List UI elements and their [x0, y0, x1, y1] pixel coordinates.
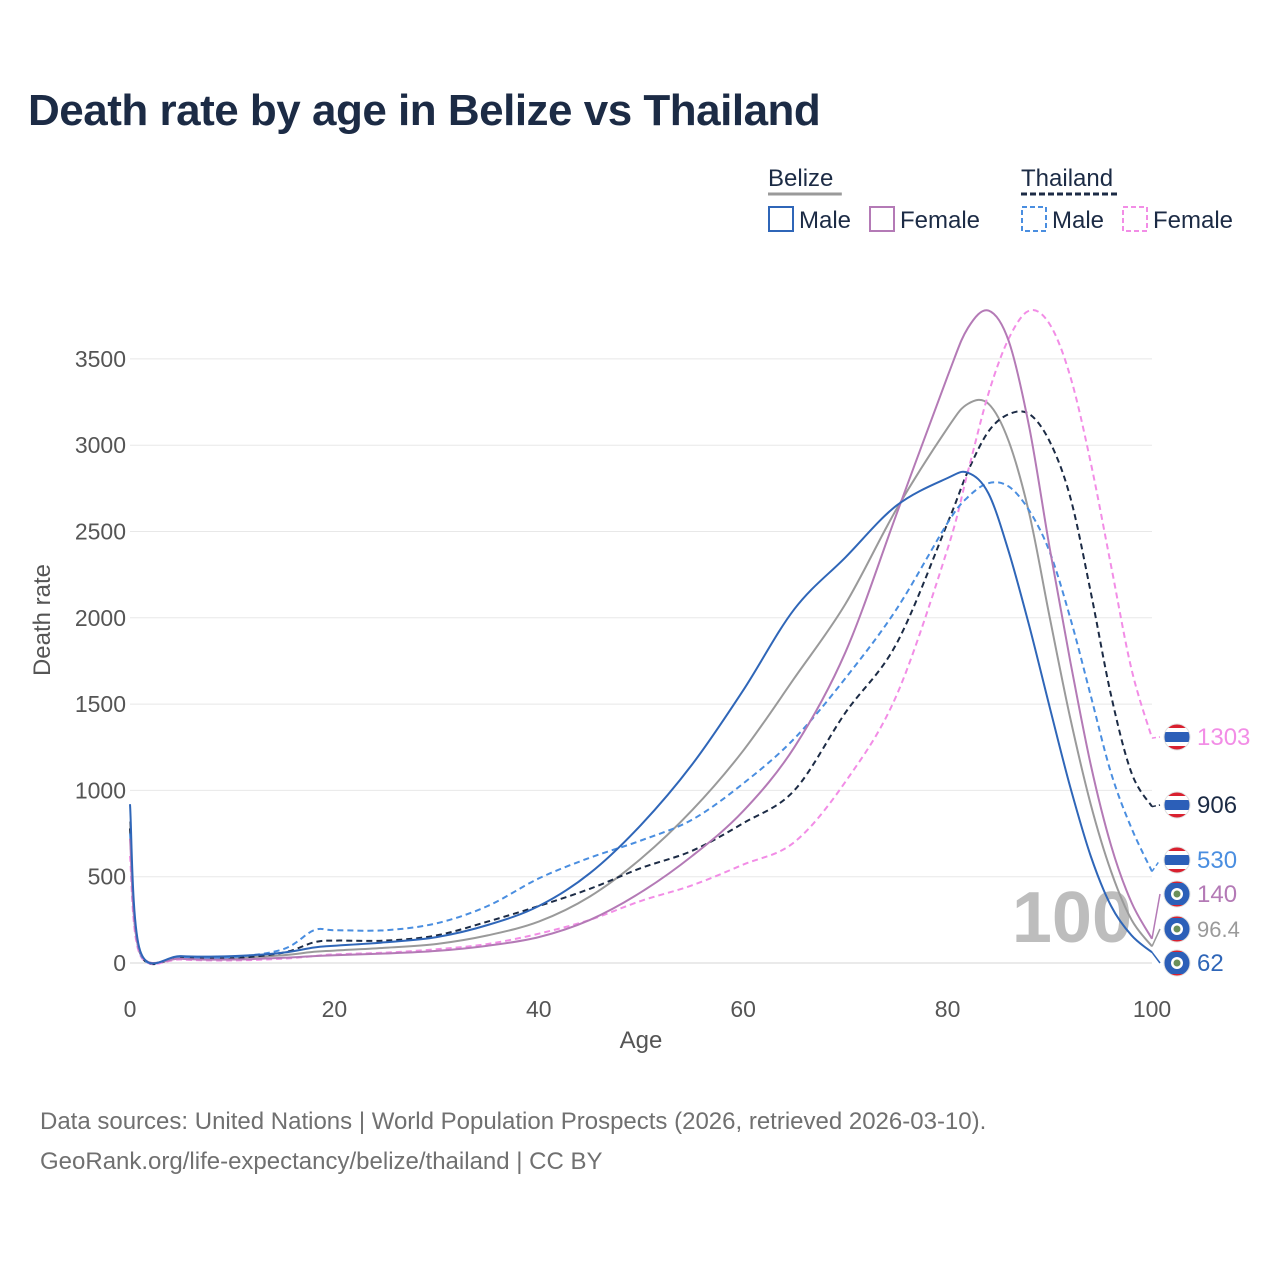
current-age-watermark: 100: [1012, 878, 1132, 958]
y-axis-label: Death rate: [29, 564, 56, 676]
x-tick-20: 20: [322, 996, 348, 1022]
x-tick-80: 80: [935, 996, 961, 1022]
belize-flag-icon: [1163, 915, 1191, 943]
line-belize-male: [129, 470, 1153, 965]
end-label-belize-male: 62: [1197, 950, 1224, 977]
x-tick-40: 40: [526, 996, 552, 1022]
legend-group-belize: Belize: [768, 165, 833, 192]
line-thailand-male: [129, 481, 1153, 965]
thailand-flag-icon: [1163, 846, 1191, 874]
series-lines: [129, 309, 1153, 966]
end-label-thailand-female: 1303: [1197, 724, 1250, 751]
line-belize-total: [129, 398, 1153, 965]
x-axis-ticks: 0 20 40 60 80 100: [124, 996, 1172, 1022]
y-tick-500: 500: [88, 864, 126, 890]
connector-thailand-female: [1151, 736, 1161, 739]
line-thailand-total: [129, 410, 1153, 966]
y-tick-1500: 1500: [75, 691, 126, 717]
y-tick-3000: 3000: [75, 432, 126, 458]
belize-flag-icon: [1163, 949, 1191, 977]
thailand-flag-icon: [1163, 791, 1191, 819]
legend-item-thailand-female[interactable]: Female: [1153, 207, 1233, 234]
chart-title: Death rate by age in Belize vs Thailand: [28, 86, 821, 135]
y-tick-2500: 2500: [75, 519, 126, 545]
x-tick-100: 100: [1133, 996, 1171, 1022]
connector-belize-male: [1151, 951, 1161, 964]
legend-group-thailand: Thailand: [1021, 165, 1113, 192]
line-chart: 0 500 1000 1500 2000 2500 3000 3500 0 20 40 60 80 10…: [29, 165, 1250, 1054]
x-tick-0: 0: [124, 996, 137, 1022]
legend-swatch-belize-male: [768, 206, 794, 232]
gridlines: [130, 358, 1152, 964]
legend-item-belize-male[interactable]: Male: [799, 207, 851, 234]
end-labels: 62 140 96.4 530 1303 906: [1151, 723, 1250, 977]
y-tick-2000: 2000: [75, 605, 126, 631]
legend[interactable]: Belize Male Female Thailand Male Female: [768, 165, 1233, 234]
y-tick-0: 0: [113, 950, 126, 976]
line-belize-female: [129, 309, 1153, 965]
belize-flag-icon: [1163, 880, 1191, 908]
connector-belize-total: [1151, 928, 1161, 947]
connector-belize-female: [1151, 893, 1161, 939]
end-label-belize-total: 96.4: [1197, 917, 1240, 942]
connector-thailand-male: [1151, 859, 1161, 872]
source-link[interactable]: GeoRank.org/life-expectancy/belize/thail…: [40, 1148, 603, 1175]
source-note: Data sources: United Nations | World Pop…: [40, 1108, 987, 1135]
x-tick-60: 60: [730, 996, 756, 1022]
thailand-flag-icon: [1163, 723, 1191, 751]
legend-item-thailand-male[interactable]: Male: [1052, 207, 1104, 234]
legend-swatch-thailand-male: [1021, 206, 1047, 232]
legend-item-belize-female[interactable]: Female: [900, 207, 980, 234]
y-tick-3500: 3500: [75, 346, 126, 372]
y-tick-1000: 1000: [75, 777, 126, 803]
legend-swatch-thailand-female: [1122, 206, 1148, 232]
end-label-thailand-male: 530: [1197, 847, 1237, 874]
y-axis-ticks: 0 500 1000 1500 2000 2500 3000 3500: [75, 346, 126, 976]
end-label-belize-female: 140: [1197, 881, 1237, 908]
line-thailand-female: [129, 309, 1153, 965]
x-axis-label: Age: [620, 1027, 663, 1054]
connector-thailand-total: [1151, 804, 1161, 808]
legend-swatch-belize-female: [869, 206, 895, 232]
end-label-thailand-total: 906: [1197, 792, 1237, 819]
